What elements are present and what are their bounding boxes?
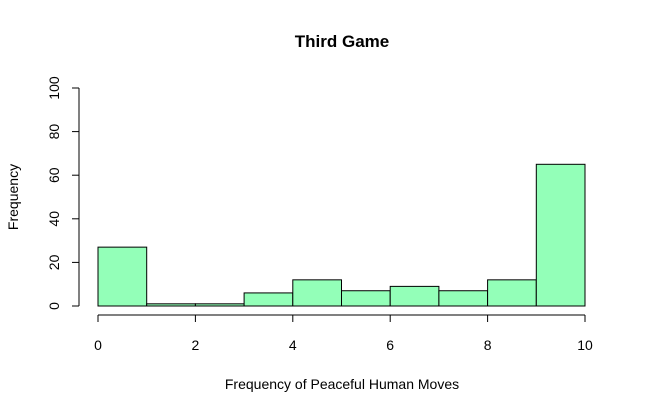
x-tick-label: 10 xyxy=(577,337,593,353)
y-tick-label: 80 xyxy=(46,124,62,140)
x-tick-label: 4 xyxy=(289,337,297,353)
y-tick-label: 60 xyxy=(46,167,62,183)
x-axis-label: Frequency of Peaceful Human Moves xyxy=(225,376,459,392)
y-tick-label: 20 xyxy=(46,254,62,270)
histogram-bar xyxy=(292,279,342,307)
histogram-bar xyxy=(97,246,148,307)
x-axis: 0 2 4 6 8 10 xyxy=(94,314,593,353)
y-tick-label: 0 xyxy=(46,302,62,310)
histogram-bar xyxy=(243,292,294,307)
x-tick-label: 6 xyxy=(386,337,394,353)
histogram-bar xyxy=(438,290,489,307)
histogram-bar xyxy=(389,285,440,307)
x-tick-label: 8 xyxy=(484,337,492,353)
chart-title: Third Game xyxy=(295,32,389,51)
histogram-bar xyxy=(487,279,537,307)
histogram-bar xyxy=(146,303,196,307)
histogram-bar xyxy=(535,163,586,307)
y-tick-label: 100 xyxy=(46,76,62,100)
histogram-bar xyxy=(341,290,391,307)
y-axis: 0 20 40 60 80 100 xyxy=(46,76,80,310)
x-tick-label: 0 xyxy=(94,337,102,353)
histogram-bar xyxy=(194,303,245,307)
y-axis-label: Frequency xyxy=(5,164,21,230)
x-tick-label: 2 xyxy=(192,337,200,353)
y-tick-label: 40 xyxy=(46,211,62,227)
bars-group xyxy=(97,163,586,307)
